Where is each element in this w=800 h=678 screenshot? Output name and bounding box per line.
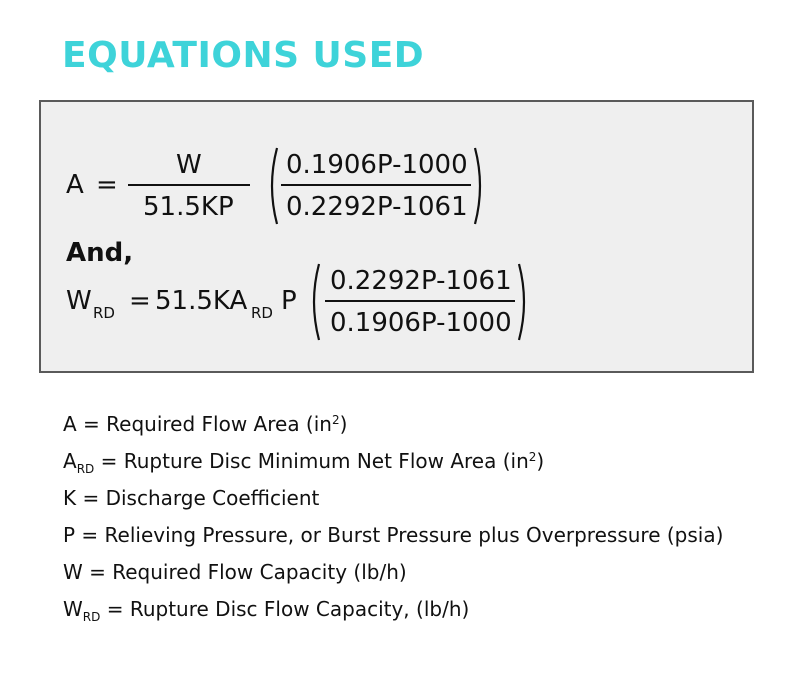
definition-item: W = Required Flow Capacity (lb/h)	[63, 560, 407, 584]
connector-text: And,	[66, 238, 134, 268]
eq2-frac-denominator: 0.1906P-1000	[330, 308, 512, 338]
eq2-lhs: W	[66, 286, 92, 316]
right-paren-icon	[517, 263, 526, 341]
eq2-p: P	[281, 286, 297, 316]
eq2-lhs-subscript: RD	[93, 304, 115, 322]
equation-box: A = W 51.5KP 0.1906P-1000 0.2292P-1061 A…	[39, 100, 754, 373]
eq1-equals: =	[96, 170, 118, 200]
eq1-frac1-bar	[128, 184, 250, 186]
eq1-frac2-bar	[281, 184, 471, 186]
eq2-coef-subscript: RD	[251, 304, 273, 322]
definition-item: P = Relieving Pressure, or Burst Pressur…	[63, 523, 724, 547]
left-paren-icon	[270, 147, 279, 225]
right-paren-icon	[473, 147, 482, 225]
eq2-coefficient: 51.5KA	[155, 286, 248, 316]
eq1-frac2-denominator: 0.2292P-1061	[286, 192, 468, 222]
definition-item: A = Required Flow Area (in2)	[63, 412, 348, 436]
definition-item: K = Discharge Coefficient	[63, 486, 320, 510]
eq1-lhs: A	[66, 170, 84, 200]
page-title: EQUATIONS USED	[62, 35, 425, 76]
eq2-equals: =	[129, 286, 151, 316]
eq1-frac1-denominator: 51.5KP	[143, 192, 234, 222]
eq2-frac-numerator: 0.2292P-1061	[330, 266, 512, 296]
eq2-frac-bar	[325, 300, 515, 302]
eq1-frac1-numerator: W	[176, 150, 202, 180]
eq1-frac2-numerator: 0.1906P-1000	[286, 150, 468, 180]
left-paren-icon	[312, 263, 321, 341]
definition-item: WRD = Rupture Disc Flow Capacity, (lb/h)	[63, 597, 470, 624]
definition-item: ARD = Rupture Disc Minimum Net Flow Area…	[63, 449, 545, 476]
